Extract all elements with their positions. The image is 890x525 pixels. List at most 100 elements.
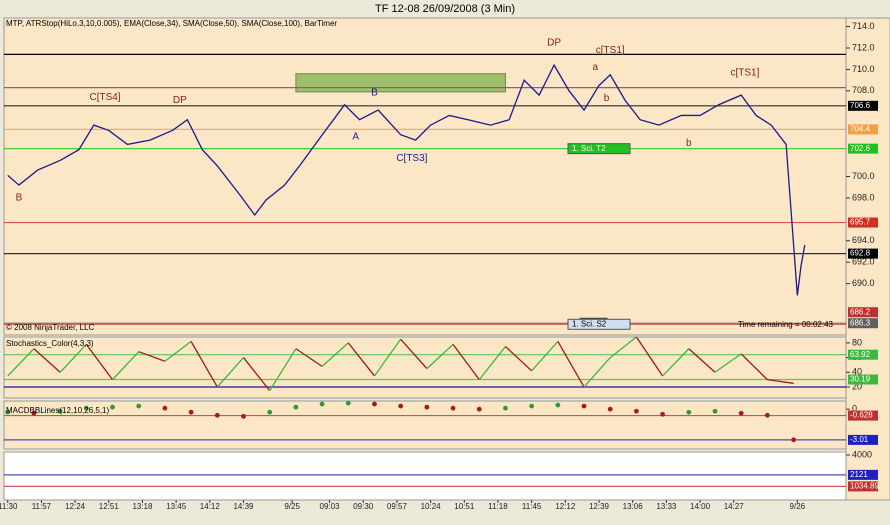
annotation: A bbox=[352, 132, 359, 143]
macd-dot bbox=[529, 403, 535, 409]
stoch-segment bbox=[164, 340, 192, 362]
x-tick-label: 12:24 bbox=[65, 502, 86, 511]
x-tick-label: 12:12 bbox=[555, 502, 576, 511]
x-tick-label: 10:51 bbox=[454, 502, 475, 511]
stoch-segment bbox=[583, 357, 611, 388]
macd-dot bbox=[660, 411, 666, 417]
level-label: 2121 bbox=[850, 470, 868, 479]
macd-dot bbox=[162, 405, 168, 411]
stoch-segment bbox=[112, 351, 140, 381]
level-box bbox=[848, 349, 878, 360]
macd-dot bbox=[634, 408, 639, 414]
macd-dot bbox=[738, 410, 744, 416]
x-tick-label: 13:33 bbox=[656, 502, 677, 511]
panel bbox=[3, 336, 847, 399]
macd-dot bbox=[5, 409, 11, 415]
zone bbox=[295, 73, 506, 93]
y-tick-label: 698.0 bbox=[852, 192, 875, 202]
macd-dot bbox=[712, 408, 718, 414]
y-tick-label: 710.0 bbox=[852, 64, 875, 74]
price-line bbox=[7, 63, 806, 296]
stoch-segment bbox=[400, 338, 428, 370]
macd-dot bbox=[214, 412, 220, 418]
stoch-segment bbox=[714, 353, 742, 373]
window-title: TF 12-08 26/09/2008 (3 Min) bbox=[375, 3, 515, 15]
level-box bbox=[848, 481, 878, 492]
level-box bbox=[848, 143, 878, 154]
stoch-segment bbox=[662, 348, 690, 377]
stoch-segment bbox=[635, 336, 664, 377]
macd-dot bbox=[607, 406, 613, 412]
macd-dot bbox=[188, 409, 194, 415]
x-tick-label: 12:39 bbox=[589, 502, 610, 511]
macd-dot bbox=[136, 403, 142, 409]
level-label: 692.8 bbox=[850, 249, 871, 258]
y-tick-label: 714.0 bbox=[852, 21, 875, 31]
stoch-segment bbox=[269, 348, 297, 391]
stoch-segment bbox=[347, 342, 375, 377]
x-tick-label: 9/25 bbox=[284, 502, 300, 511]
level-box bbox=[848, 410, 878, 421]
y-tick-label: 40 bbox=[852, 367, 862, 377]
x-tick-label: 11:18 bbox=[488, 502, 508, 511]
annotation: DP bbox=[173, 95, 187, 106]
indicator-list: MTP, ATRStop(HiLo,3,10,0.005), EMA(Close… bbox=[6, 19, 337, 28]
x-tick-label: 10:24 bbox=[421, 502, 442, 511]
level-label: 1034.89 bbox=[850, 481, 879, 490]
macd-dot bbox=[57, 408, 63, 414]
stoch-segment bbox=[321, 342, 349, 367]
level-label: 704.4 bbox=[850, 124, 871, 133]
macd-dot bbox=[110, 404, 115, 410]
y-tick-label: 712.0 bbox=[852, 42, 875, 52]
macd-dot bbox=[765, 412, 770, 418]
stoch-segment bbox=[216, 357, 244, 388]
x-tick-label: 13:18 bbox=[132, 502, 153, 511]
y-tick-label: 694.0 bbox=[852, 235, 875, 245]
stoch-segment bbox=[505, 346, 533, 372]
annotation: b bbox=[686, 138, 692, 149]
y-tick-label: 80 bbox=[852, 337, 862, 347]
annotation: B bbox=[371, 88, 378, 99]
macd-dot bbox=[372, 401, 377, 407]
x-tick-label: 9/26 bbox=[790, 502, 806, 511]
level-name: 1. Sci. S2 bbox=[572, 319, 607, 328]
x-tick-label: 13:06 bbox=[623, 502, 644, 511]
level-box bbox=[848, 217, 878, 228]
x-tick-label: 11:30 bbox=[0, 502, 18, 511]
macd-dot bbox=[31, 410, 37, 416]
annotation: c[TS1] bbox=[731, 67, 760, 78]
stoch-segment bbox=[33, 348, 61, 373]
macd-dot bbox=[319, 401, 325, 407]
macd-dot bbox=[293, 404, 299, 410]
macd-dot bbox=[83, 405, 89, 411]
macd-dot bbox=[791, 437, 797, 443]
y-tick-label: 708.0 bbox=[852, 85, 875, 95]
macd-dot bbox=[555, 402, 561, 408]
x-tick-label: 09:03 bbox=[320, 502, 341, 511]
stoch-segment bbox=[242, 357, 271, 392]
macd-dot bbox=[686, 409, 692, 415]
stoch-segment bbox=[59, 343, 87, 373]
annotation: a bbox=[592, 62, 598, 73]
level-label: 706.6 bbox=[850, 101, 871, 110]
level-label: -3.01 bbox=[850, 435, 869, 444]
level-box bbox=[848, 100, 878, 111]
level-box bbox=[848, 374, 878, 385]
macd-dot bbox=[398, 403, 404, 409]
stoch-segment bbox=[85, 343, 114, 381]
stoch-segment bbox=[740, 353, 768, 381]
level-box bbox=[848, 469, 878, 480]
macd-dot bbox=[581, 403, 587, 409]
stoch-segment bbox=[531, 340, 559, 372]
x-tick-label: 11:45 bbox=[522, 502, 542, 511]
level-box bbox=[848, 434, 878, 445]
copyright: © 2008 NinjaTrader, LLC bbox=[6, 323, 95, 332]
panel-title: Stochastics_Color(4,3,3) bbox=[6, 339, 94, 348]
macd-dot bbox=[241, 413, 246, 419]
x-tick-label: 12:51 bbox=[99, 502, 120, 511]
stoch-segment bbox=[7, 348, 35, 377]
x-tick-label: 14:27 bbox=[724, 502, 745, 511]
level-label: 686.2 bbox=[850, 307, 871, 316]
stoch-segment bbox=[426, 343, 454, 370]
